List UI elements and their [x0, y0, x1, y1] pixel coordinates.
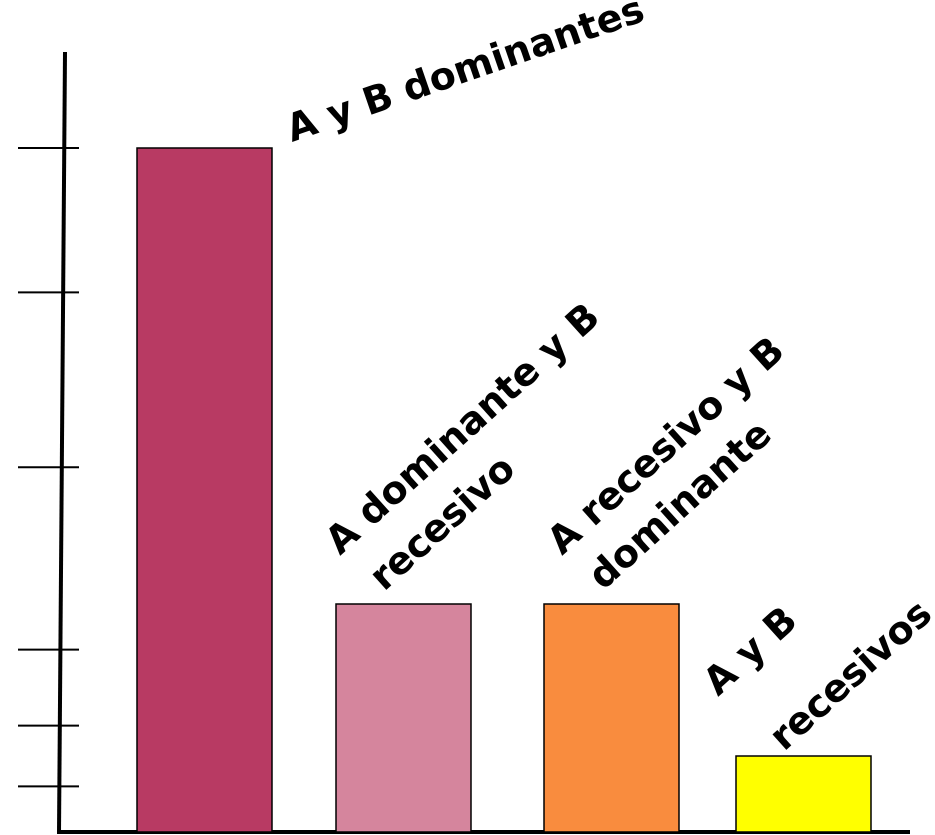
bar-4 — [735, 755, 872, 833]
y-axis-ticks — [18, 147, 79, 788]
y-axis — [57, 51, 67, 833]
category-label-1-line-1: A y B dominantes — [281, 0, 650, 151]
bar-1 — [136, 147, 273, 833]
bar-3 — [543, 603, 680, 833]
bar-2 — [335, 603, 472, 833]
bars — [136, 147, 872, 833]
category-label-4-line-1: A y B — [695, 598, 806, 704]
